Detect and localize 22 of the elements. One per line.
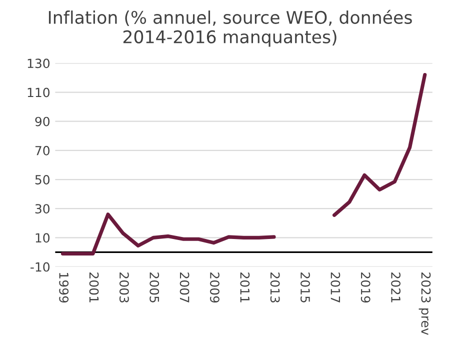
x-tick-label: 2021 — [391, 272, 401, 302]
x-tick-label: 2017 — [330, 272, 340, 302]
x-tick-label: 2001 — [89, 272, 99, 302]
chart-title: Inflation (% annuel, source WEO, données 2014-2016 manquantes) — [48, 10, 412, 47]
x-tick-label: 2023 prev — [418, 272, 431, 335]
x-tick-label: 2005 — [150, 272, 160, 302]
y-tick-label: 110 — [28, 88, 50, 98]
x-tick-label: 2007 — [180, 272, 190, 302]
x-tick-label: 2015 — [300, 272, 310, 302]
y-tick-label: 30 — [35, 204, 50, 214]
x-tick-label: 1999 — [59, 272, 69, 303]
y-tick-label: -10 — [30, 262, 50, 272]
y-tick-label: 70 — [35, 146, 50, 156]
x-tick-label: 2019 — [360, 272, 370, 303]
x-tick-label: 2013 — [270, 272, 280, 302]
y-tick-label: 50 — [35, 174, 50, 184]
y-tick-label: 130 — [28, 58, 50, 68]
x-tick-label: 2003 — [119, 272, 129, 302]
x-tick-label: 2009 — [210, 272, 220, 303]
y-tick-label: 90 — [35, 116, 50, 126]
y-tick-label: 10 — [36, 233, 50, 243]
x-tick-label: 2011 — [240, 272, 250, 302]
